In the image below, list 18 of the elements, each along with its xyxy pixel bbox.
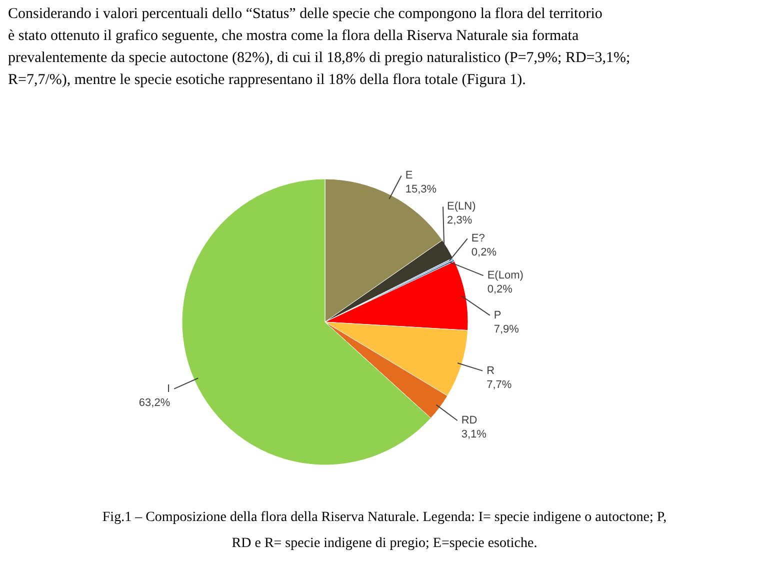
slice-label: P [494, 309, 502, 322]
slice-label: E(Lom) [487, 270, 524, 282]
data-label: 63,2% [138, 396, 170, 409]
data-label: 0,2% [471, 246, 497, 259]
slice-label: E [405, 170, 413, 182]
data-label: 7,9% [494, 323, 520, 336]
slice-label: E? [471, 232, 485, 245]
slice-label: R [486, 364, 495, 377]
data-label: 15,3% [405, 184, 437, 196]
caption: Fig.1 – Composizione della flora della Riserva Naturale. Legenda: I= specie indigene o autoctone; P, RD e R= specie indigene di pregio; E=specie esotiche. [102, 510, 667, 551]
chart-title: Considerando i valori percentuali dello “Status” delle specie che compongono la flora del territorio è stato ottenuto il grafico seguente, che mostra come la flora della Riserva Naturale sia formata prevalentemente da specie autoctone (82%), di cui il 18,8% di pregio naturalistico (P=7,9%; RD=3,1%; R=7,7/%), mentre le specie esotiche rappresentano il 18% della flora totale (Figura 1). [8, 6, 630, 88]
slice-label: I [167, 382, 170, 395]
data-label: 3,1% [461, 428, 487, 441]
data-label: 2,3% [447, 214, 472, 227]
slice-label: RD [461, 414, 478, 427]
data-label: 0,2% [487, 284, 513, 296]
slice-label: E(LN) [447, 200, 476, 213]
data-label: 7,7% [486, 378, 512, 391]
